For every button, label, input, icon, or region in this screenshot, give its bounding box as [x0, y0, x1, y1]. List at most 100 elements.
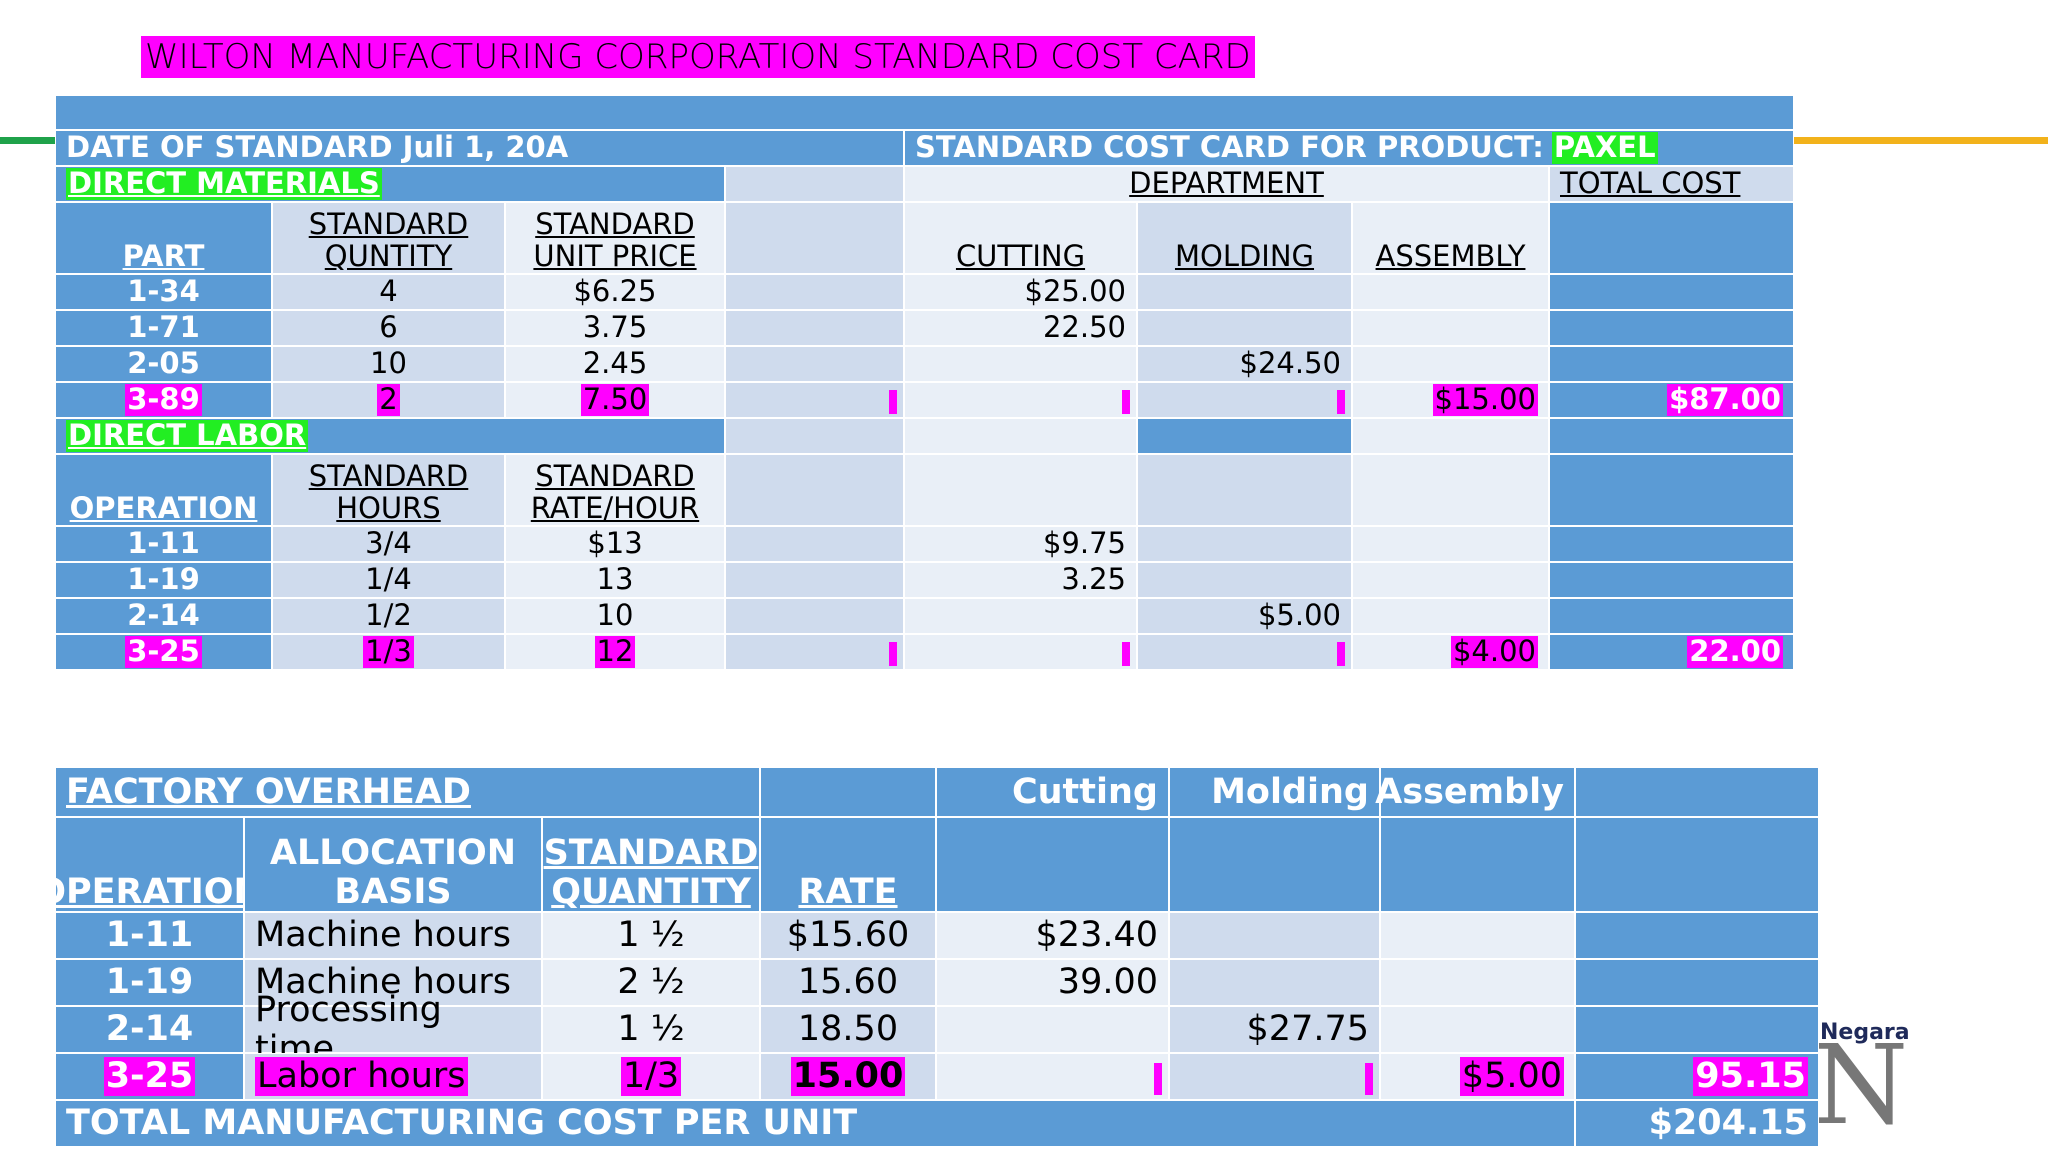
table-cell	[725, 562, 904, 598]
table-cell: 3.25	[904, 562, 1137, 598]
cell-text: 2-14	[105, 1009, 194, 1050]
cell-text: 1-19	[127, 562, 200, 597]
table-cell	[936, 817, 1169, 912]
table-cell	[904, 346, 1137, 382]
cell-text: 1-34	[127, 274, 200, 309]
cell-text: DIRECT LABOR	[66, 418, 309, 453]
table-cell	[760, 767, 936, 817]
table-cell: $23.40	[936, 912, 1169, 959]
table-cell: $5.00	[1137, 598, 1352, 634]
table-cell	[1549, 598, 1794, 634]
cell-text: $15.00	[1432, 382, 1538, 417]
table-cell	[1137, 526, 1352, 562]
table-cell	[725, 382, 904, 418]
table-cell	[1549, 454, 1794, 526]
cell-text: Machine hours	[255, 962, 512, 1003]
table-cell: 10	[272, 346, 505, 382]
cell-text: $6.25	[573, 274, 657, 309]
table-cell	[1352, 346, 1549, 382]
table-cell: 3-25	[55, 1053, 244, 1100]
table-cell: $204.15	[1575, 1100, 1819, 1147]
orange-rule	[1794, 137, 2048, 144]
table-cell	[1380, 1006, 1575, 1053]
table-cell	[725, 274, 904, 310]
cell-text: Machine hours	[255, 915, 512, 956]
table-cell: STANDARD QUANTITY	[542, 817, 760, 912]
table-cell: 22.50	[904, 310, 1137, 346]
table-cell	[1137, 310, 1352, 346]
cell-text: 1-11	[127, 526, 200, 561]
table-cell	[904, 634, 1137, 670]
highlight-bar	[889, 389, 897, 414]
table-cell: 7.50	[505, 382, 725, 418]
cell-text: Cutting	[1011, 771, 1158, 812]
table-cell: 13	[505, 562, 725, 598]
table-cell: 1/3	[272, 634, 505, 670]
table-cell: 10	[505, 598, 725, 634]
cell-text: 6	[379, 310, 398, 345]
table-cell	[1137, 454, 1352, 526]
table-cell: DIRECT LABOR	[55, 418, 725, 454]
cell-text: STANDARD QUNTITY	[308, 207, 469, 274]
table-cell	[1352, 598, 1549, 634]
table-cell: OPERATION	[55, 454, 272, 526]
table-cell: DATE OF STANDARD Juli 1, 20A	[55, 130, 904, 166]
table-cell: Labor hours	[244, 1053, 542, 1100]
table-cell: 3/4	[272, 526, 505, 562]
table-cell	[1549, 202, 1794, 274]
cell-text: STANDARD COST CARD FOR PRODUCT:	[915, 130, 1544, 165]
table-cell: $15.00	[1352, 382, 1549, 418]
table-cell: 95.15	[1575, 1053, 1819, 1100]
table-cell	[725, 526, 904, 562]
table-cell: STANDARD HOURS	[272, 454, 505, 526]
cell-text: 3.75	[582, 310, 648, 345]
table-cell: $87.00	[1549, 382, 1794, 418]
table-cell: $9.75	[904, 526, 1137, 562]
cell-text: 3-89	[125, 382, 202, 417]
cell-text: ALLOCATION BASIS	[269, 833, 517, 912]
table-cell	[1575, 767, 1819, 817]
table-cell	[1549, 562, 1794, 598]
table-cell: $6.25	[505, 274, 725, 310]
table-cell	[725, 418, 904, 454]
table-cell	[1352, 418, 1549, 454]
table-cell	[1352, 562, 1549, 598]
cell-text: MOLDING	[1174, 239, 1315, 274]
cell-text: 4	[379, 274, 398, 309]
cell-text: OPERATION	[36, 871, 263, 912]
cell-text: $15.60	[786, 915, 910, 956]
table-cell	[1549, 346, 1794, 382]
cell-text: $4.00	[1450, 634, 1538, 669]
table-cell	[1352, 274, 1549, 310]
table-cell	[1137, 418, 1352, 454]
green-rule	[0, 137, 55, 144]
table-cell: 1-11	[55, 526, 272, 562]
cell-text: OPERATION	[69, 491, 258, 526]
table-cell: 18.50	[760, 1006, 936, 1053]
table-cell: DIRECT MATERIALS	[55, 166, 725, 202]
cell-text: Labor hours	[255, 1056, 468, 1097]
cell-text: 1/2	[365, 598, 412, 633]
table-cell: 3.75	[505, 310, 725, 346]
cell-text: Molding	[1211, 771, 1369, 812]
table-cell: Assembly	[1375, 767, 1575, 817]
cell-text: PART	[122, 239, 205, 274]
table-cell: 1-19	[55, 562, 272, 598]
table-cell: Processing time	[244, 991, 542, 1068]
table-cell: FACTORY OVERHEAD	[55, 767, 760, 817]
table-cell: $15.60	[760, 912, 936, 959]
cell-text: 1/4	[365, 562, 412, 597]
table-cell	[1137, 634, 1352, 670]
cell-text: DEPARTMENT	[1129, 166, 1324, 201]
table-cell	[904, 382, 1137, 418]
cell-text: 2-05	[127, 346, 200, 381]
cell-text: 22.00	[1687, 634, 1783, 669]
table-cell	[725, 166, 904, 202]
table-cell: $27.75	[1169, 1006, 1380, 1053]
highlight-bar	[889, 641, 897, 666]
table-cell: 1/4	[272, 562, 505, 598]
table-cell: 39.00	[936, 959, 1169, 1006]
cell-text: STANDARD HOURS	[308, 459, 469, 526]
cell-text: DATE OF STANDARD Juli 1, 20A	[66, 130, 569, 165]
highlight-bar	[1154, 1063, 1162, 1095]
